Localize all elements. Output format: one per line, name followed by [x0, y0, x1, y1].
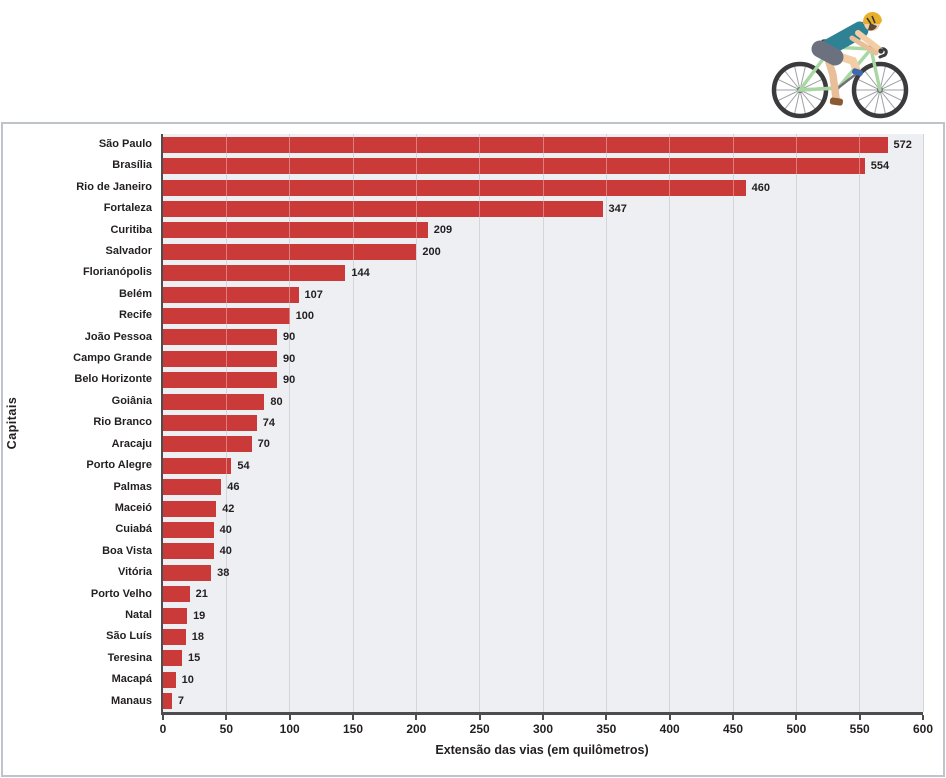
- tick-mark: [858, 715, 861, 720]
- category-label: Goiânia: [111, 394, 152, 407]
- tick-mark: [225, 715, 228, 720]
- top-strip: [0, 0, 946, 122]
- category-label: Campo Grande: [73, 352, 152, 365]
- bar: [163, 136, 888, 153]
- x-axis: 0 50 100 150 200 250 300 350 400 450 500 550 600: [160, 715, 933, 755]
- bar: [163, 329, 277, 346]
- category-label: Salvador: [105, 245, 152, 258]
- category-label: Natal: [125, 608, 152, 621]
- bar: [163, 200, 603, 217]
- category-label: Manaus: [111, 694, 152, 707]
- bar: [163, 158, 865, 175]
- category-label: Porto Alegre: [86, 459, 152, 472]
- tick-mark: [732, 715, 734, 720]
- tick-label: 50: [219, 722, 233, 736]
- tick-label: 250: [469, 722, 490, 736]
- bar: [163, 415, 257, 431]
- bar: [163, 393, 265, 410]
- tick-mark: [352, 715, 354, 720]
- bar: [163, 372, 277, 389]
- bar: [163, 629, 186, 646]
- category-axis: São Paulo Brasília Rio de Janeiro Fortaleza…: [3, 134, 156, 712]
- cyclist-icon: [771, 11, 909, 119]
- category-label: Macapá: [111, 673, 152, 686]
- tick-label: 200: [406, 722, 427, 736]
- bars: [163, 134, 923, 712]
- category-label: Brasília: [112, 159, 152, 172]
- bar: [163, 522, 214, 539]
- bar: [163, 500, 217, 517]
- tick-label: 300: [532, 722, 554, 736]
- category-label: Teresina: [107, 651, 152, 664]
- tick-mark: [415, 715, 418, 720]
- tick-label: 0: [159, 722, 167, 736]
- bar: [163, 457, 232, 474]
- category-label: São Paulo: [98, 138, 152, 150]
- category-label: Boa Vista: [102, 544, 152, 557]
- bar: [163, 265, 346, 282]
- front-wheel-icon: [851, 61, 909, 119]
- bar: [163, 436, 252, 453]
- tick-mark: [795, 715, 798, 720]
- tick-label: 150: [342, 722, 364, 736]
- chart-container: Capitais São Paulo Brasília Rio de Janeiro…: [1, 122, 945, 777]
- bar: [163, 586, 190, 603]
- plot-area: 572 554 460 347 209 200 144 107 100 90 90 90 80 74 70 5…: [161, 134, 924, 715]
- category-label: Recife: [118, 309, 152, 322]
- bar: [163, 479, 222, 496]
- tick-mark: [668, 715, 671, 720]
- tick-label: 500: [786, 722, 807, 736]
- category-label: Aracaju: [111, 437, 152, 450]
- category-label: Maceió: [114, 501, 152, 514]
- tick-mark: [288, 715, 291, 720]
- tick-label: 550: [849, 722, 870, 736]
- bar: [163, 543, 214, 560]
- bar: [163, 222, 428, 239]
- category-label: Rio Branco: [93, 416, 152, 429]
- x-axis-label: Extensão das vias (em quilômetros): [435, 743, 649, 757]
- tick-label: 100: [279, 722, 300, 736]
- bar: [163, 564, 212, 581]
- tick-mark: [605, 715, 608, 720]
- bar: [163, 179, 746, 196]
- tick-mark: [162, 715, 164, 720]
- category-label: Fortaleza: [103, 202, 152, 215]
- category-label: Belo Horizonte: [74, 373, 152, 386]
- bar: [163, 350, 277, 367]
- bar: [163, 607, 188, 624]
- category-label: Belém: [118, 287, 152, 300]
- bar: [163, 307, 290, 324]
- category-label: São Luís: [106, 630, 152, 643]
- bar: [163, 693, 172, 710]
- bar: [163, 671, 176, 688]
- bar: [163, 650, 182, 667]
- category-label: Cuiabá: [115, 523, 152, 536]
- category-label: Rio de Janeiro: [76, 180, 152, 193]
- bar: [163, 286, 299, 303]
- tick-mark: [922, 715, 924, 720]
- category-label: João Pessoa: [84, 330, 152, 343]
- category-label: Palmas: [113, 480, 152, 493]
- tick-mark: [478, 715, 481, 720]
- category-label: Porto Velho: [90, 587, 152, 600]
- tick-label: 600: [912, 722, 934, 736]
- category-label: Curitiba: [110, 223, 152, 236]
- tick-label: 450: [722, 722, 744, 736]
- category-label: Vitória: [117, 566, 152, 579]
- tick-mark: [542, 715, 544, 720]
- bar: [163, 243, 417, 260]
- category-label: Florianópolis: [82, 266, 152, 279]
- rider: [811, 11, 884, 106]
- tick-label: 400: [659, 722, 680, 736]
- tick-label: 350: [596, 722, 617, 736]
